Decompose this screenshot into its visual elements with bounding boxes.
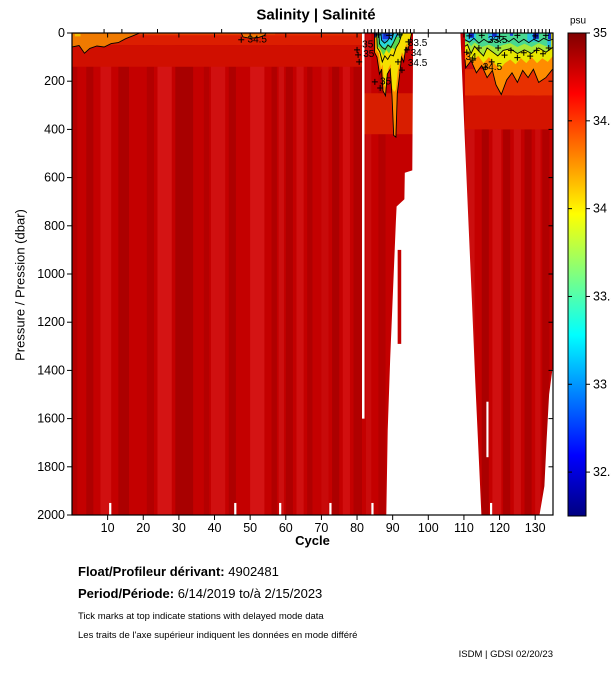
svg-text:33.5: 33.5: [408, 38, 428, 49]
svg-text:30: 30: [172, 521, 186, 535]
svg-text:20: 20: [136, 521, 150, 535]
svg-text:90: 90: [386, 521, 400, 535]
svg-text:1200: 1200: [37, 315, 65, 329]
svg-text:1600: 1600: [37, 412, 65, 426]
svg-text:34.5: 34.5: [483, 62, 503, 73]
page-title: Salinity | Salinité: [256, 6, 376, 24]
svg-text:34: 34: [465, 52, 477, 63]
svg-text:35: 35: [380, 77, 392, 88]
credit-stamp: ISDM | GDSI 02/20/23: [458, 649, 553, 660]
svg-text:2000: 2000: [37, 508, 65, 522]
svg-text:800: 800: [44, 219, 65, 233]
svg-text:32.5: 32.5: [593, 465, 611, 479]
float-id-value: 4902481: [228, 564, 279, 579]
svg-text:1800: 1800: [37, 460, 65, 474]
note-french: Les traits de l'axe supérieur indiquent …: [78, 630, 358, 641]
svg-text:35: 35: [593, 26, 607, 40]
svg-text:34.5: 34.5: [408, 58, 428, 69]
svg-text:600: 600: [44, 171, 65, 185]
svg-text:0: 0: [58, 26, 65, 40]
svg-text:70: 70: [314, 521, 328, 535]
svg-text:33: 33: [593, 377, 607, 391]
float-id-line: Float/Profileur dérivant: 4902481: [78, 564, 279, 579]
period-label: Period/Période:: [78, 586, 175, 601]
svg-text:35: 35: [362, 39, 374, 50]
svg-text:130: 130: [525, 521, 546, 535]
svg-text:200: 200: [44, 74, 65, 88]
svg-text:120: 120: [489, 521, 510, 535]
svg-text:34.5: 34.5: [593, 114, 611, 128]
svg-text:110: 110: [454, 521, 474, 535]
period-line: Period/Période: 6/14/2019 to/à 2/15/2023: [78, 586, 322, 601]
svg-text:1400: 1400: [37, 363, 65, 377]
svg-text:40: 40: [208, 521, 222, 535]
svg-text:60: 60: [279, 521, 293, 535]
svg-text:34.5: 34.5: [248, 35, 268, 46]
note-english: Tick marks at top indicate stations with…: [78, 611, 324, 622]
x-axis-label: Cycle: [295, 533, 330, 548]
svg-text:50: 50: [243, 521, 257, 535]
svg-text:33.5: 33.5: [488, 35, 508, 46]
colorbar-unit-label: psu: [569, 15, 587, 27]
period-value: 6/14/2019 to/à 2/15/2023: [177, 586, 323, 601]
svg-text:34: 34: [593, 202, 607, 216]
svg-text:100: 100: [418, 521, 439, 535]
float-id-label: Float/Profileur dérivant:: [78, 564, 225, 579]
svg-text:400: 400: [44, 122, 65, 136]
svg-text:33.5: 33.5: [593, 289, 611, 303]
svg-text:80: 80: [350, 521, 364, 535]
svg-text:10: 10: [101, 521, 115, 535]
svg-text:35: 35: [363, 49, 375, 60]
svg-text:1000: 1000: [37, 267, 65, 281]
svg-text:34: 34: [411, 48, 423, 59]
